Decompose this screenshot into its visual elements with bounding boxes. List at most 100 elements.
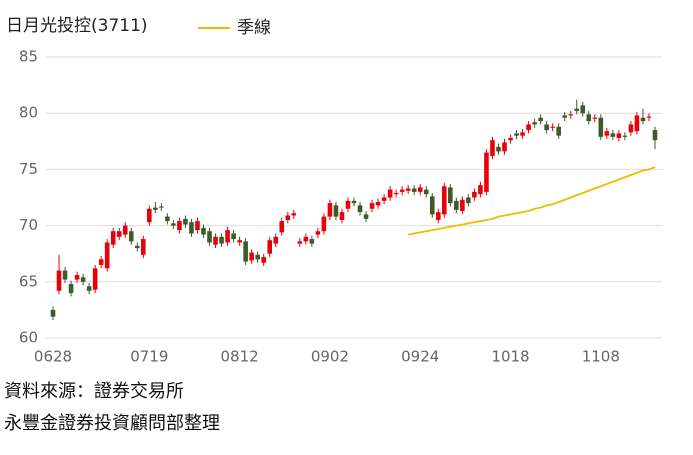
candle-body [514, 133, 519, 136]
candle-body [309, 239, 315, 244]
candle-body [435, 212, 441, 220]
candle-body [574, 108, 580, 111]
candle-body [484, 152, 489, 192]
candle-body [634, 115, 640, 132]
candle-body [496, 146, 501, 152]
x-tick-label: 0902 [311, 348, 349, 366]
candle-body [74, 275, 80, 280]
x-tick-label: 0924 [401, 348, 439, 366]
candle-body [478, 185, 483, 195]
candle-body [562, 115, 567, 118]
candle-body [159, 206, 164, 208]
candle-body [652, 130, 658, 141]
y-tick-label: 70 [19, 216, 38, 234]
ma-line [408, 166, 656, 236]
candle-body [291, 213, 297, 216]
candle-body [423, 189, 429, 195]
candle-body [297, 241, 303, 244]
candle-body [92, 268, 98, 290]
candle-body [351, 200, 357, 204]
candle-body [303, 236, 309, 242]
candle-body [544, 124, 549, 131]
candle-body [556, 126, 561, 136]
x-tick-label: 0628 [34, 348, 72, 366]
x-tick-label: 1018 [491, 348, 529, 366]
candle-body [598, 117, 604, 137]
candle-body [640, 117, 646, 122]
candle-body [98, 259, 104, 265]
candle-body [80, 277, 86, 282]
candle-body [56, 270, 62, 291]
candle-body [580, 105, 586, 114]
candle-body [68, 284, 74, 294]
candle-body [532, 122, 537, 125]
candle-body [116, 231, 122, 237]
candle-body [442, 186, 447, 215]
candle-body [375, 201, 381, 206]
candle-body [249, 252, 254, 261]
y-tick-label: 85 [19, 48, 38, 66]
candle-body [104, 242, 110, 269]
candle-body [153, 207, 158, 210]
y-tick-label: 75 [19, 160, 38, 178]
candle-body [586, 114, 592, 122]
x-tick-label: 1108 [582, 348, 620, 366]
candle-body [243, 241, 248, 262]
candle-body [429, 196, 435, 215]
candle-body [399, 189, 405, 192]
candle-body [207, 231, 212, 243]
candle-body [327, 203, 333, 217]
candle-body [237, 240, 242, 243]
candle-body [201, 227, 206, 235]
x-tick-label: 0719 [130, 348, 168, 366]
source-note: 資料來源：證券交易所 [4, 381, 184, 402]
candle-body [225, 230, 230, 243]
candle-body [213, 236, 218, 245]
candle-body [550, 126, 555, 128]
candle-body [267, 240, 273, 254]
candle-body [122, 225, 128, 235]
candle-body [417, 187, 423, 192]
candle-body [538, 117, 543, 122]
candle-body [255, 254, 260, 260]
candle-body [333, 205, 339, 217]
candle-body [261, 257, 266, 263]
candle-body [448, 187, 453, 204]
candle-body [610, 133, 616, 137]
candle-body [171, 223, 176, 226]
y-tick-label: 65 [19, 272, 38, 290]
candle-body [86, 286, 92, 291]
candle-body [321, 216, 327, 232]
y-tick-label: 60 [19, 329, 38, 347]
candle-body [466, 197, 471, 204]
candle-body [405, 188, 411, 191]
x-tick-label: 0812 [221, 348, 259, 366]
candle-body [62, 270, 68, 280]
candle-body [628, 124, 634, 133]
candle-body [189, 222, 194, 234]
candle-body [411, 188, 417, 192]
legend-label: 季線 [237, 18, 271, 38]
candle-body [381, 197, 387, 201]
candle-body [128, 231, 134, 242]
y-tick-label: 80 [19, 104, 38, 122]
candle-body [526, 124, 531, 131]
candle-body [616, 133, 622, 138]
candle-body [508, 137, 513, 141]
candle-body [345, 200, 351, 209]
candle-body [646, 116, 652, 118]
candle-body [183, 218, 188, 225]
candle-body [339, 212, 345, 220]
candle-body [472, 191, 477, 198]
candle-body [285, 215, 291, 220]
candle-body [604, 131, 610, 136]
candle-body [147, 208, 152, 223]
candle-body [219, 236, 224, 244]
candle-body [520, 132, 525, 136]
candle-body [502, 142, 507, 152]
candle-body [369, 203, 375, 209]
credit-note: 永豐金證券投資顧問部整理 [4, 413, 220, 434]
candle-body [231, 233, 236, 240]
candle-body [165, 216, 170, 222]
